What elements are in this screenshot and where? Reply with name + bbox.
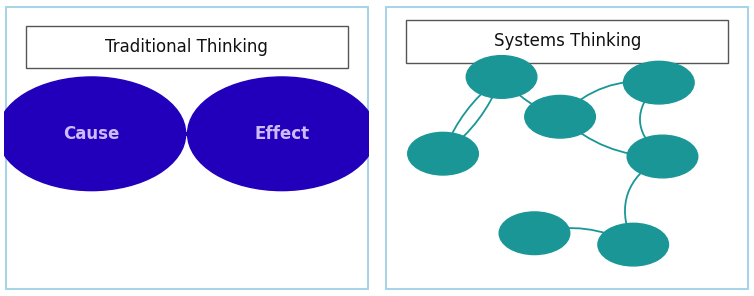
FancyBboxPatch shape <box>386 7 749 289</box>
Ellipse shape <box>627 135 697 178</box>
FancyBboxPatch shape <box>26 26 348 68</box>
FancyBboxPatch shape <box>406 20 728 63</box>
Ellipse shape <box>408 132 478 175</box>
Ellipse shape <box>525 95 596 138</box>
Ellipse shape <box>0 77 185 191</box>
Ellipse shape <box>598 223 669 266</box>
Text: Cause: Cause <box>63 125 120 143</box>
FancyBboxPatch shape <box>5 7 368 289</box>
Text: Effect: Effect <box>254 125 309 143</box>
Ellipse shape <box>466 56 537 98</box>
Ellipse shape <box>624 61 694 104</box>
Text: Traditional Thinking: Traditional Thinking <box>105 38 268 56</box>
Text: Systems Thinking: Systems Thinking <box>494 33 641 50</box>
Ellipse shape <box>188 77 375 191</box>
Ellipse shape <box>499 212 570 255</box>
